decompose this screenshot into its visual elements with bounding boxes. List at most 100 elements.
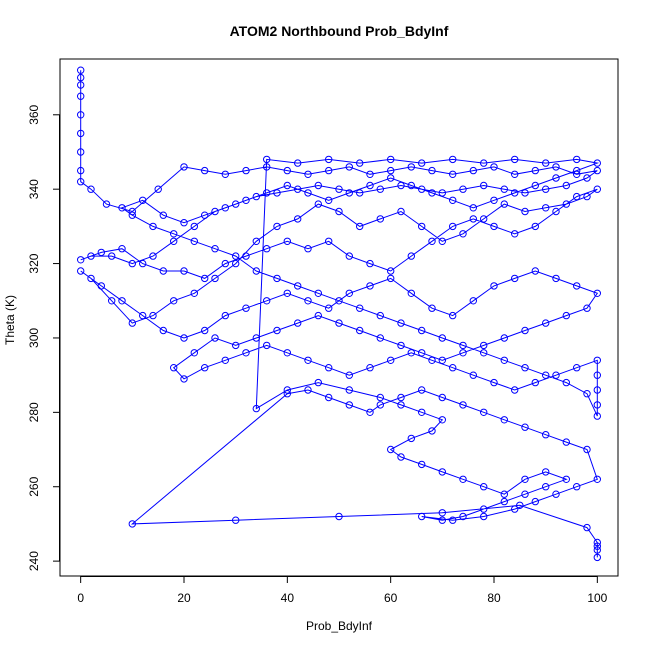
data-point: [552, 490, 560, 498]
data-point: [562, 181, 570, 190]
data-point: [459, 512, 467, 521]
data-point: [366, 282, 374, 290]
data-point: [263, 297, 271, 305]
data-point: [211, 334, 219, 342]
data-point: [521, 207, 529, 216]
data-point: [139, 259, 147, 268]
data-point: [325, 304, 333, 312]
data-point: [201, 326, 209, 335]
data-point: [170, 364, 178, 372]
data-point: [335, 512, 343, 521]
data-point: [511, 386, 519, 394]
data-point: [345, 252, 353, 260]
data-point: [480, 512, 488, 521]
data-point: [263, 341, 271, 350]
data-point: [469, 371, 477, 379]
data-point: [521, 490, 529, 498]
data-point: [325, 364, 333, 372]
data-point: [102, 200, 111, 208]
data-point: [407, 181, 415, 190]
data-point: [531, 267, 539, 275]
data-point: [190, 349, 199, 357]
data-point: [449, 516, 457, 524]
data-point: [428, 166, 436, 175]
data-point: [180, 267, 188, 275]
data-point: [583, 523, 591, 532]
data-point: [128, 259, 137, 268]
data-point: [170, 237, 178, 246]
data-point: [407, 289, 415, 297]
data-point: [438, 237, 446, 246]
data-point: [573, 192, 581, 201]
data-point: [366, 364, 374, 372]
data-point: [304, 297, 312, 305]
data-point: [180, 334, 188, 342]
data-point: [232, 259, 240, 268]
data-point: [252, 237, 260, 246]
x-axis: 0 20 40 60 80 100: [77, 576, 608, 605]
data-point: [221, 356, 230, 364]
data-point: [77, 267, 85, 275]
data-point: [356, 304, 364, 312]
data-point: [201, 211, 209, 219]
x-tick-label: 40: [281, 591, 295, 605]
data-point: [232, 200, 240, 208]
data-point: [542, 371, 550, 379]
data-point: [407, 163, 415, 171]
y-tick-label: 320: [27, 253, 41, 273]
data-point: [397, 207, 405, 216]
data-point: [221, 170, 230, 179]
data-point: [531, 378, 539, 387]
data-point: [139, 196, 147, 205]
data-point: [531, 497, 539, 506]
data-point: [97, 282, 106, 290]
data-point: [562, 378, 570, 387]
data-point: [345, 401, 353, 409]
data-point: [593, 289, 601, 297]
data-point: [511, 230, 519, 238]
data-point: [283, 349, 291, 357]
data-point: [418, 185, 426, 193]
data-point: [314, 181, 322, 190]
data-point: [418, 349, 426, 357]
data-point: [387, 166, 395, 175]
data-point: [583, 304, 591, 312]
data-point: [593, 553, 601, 562]
data-point: [500, 497, 508, 506]
data-point: [294, 159, 302, 167]
data-point: [294, 215, 302, 223]
data-point: [345, 371, 353, 379]
y-axis-label: Theta (K): [3, 295, 17, 345]
data-point: [593, 166, 601, 175]
data-point: [366, 259, 374, 268]
data-point: [583, 390, 591, 398]
data-point: [273, 326, 281, 335]
data-point: [593, 401, 601, 409]
data-point: [335, 207, 343, 216]
data-point: [149, 222, 157, 231]
data-point: [469, 166, 477, 175]
data-point: [345, 163, 353, 171]
data-point: [77, 66, 85, 74]
data-point: [490, 378, 498, 387]
data-point: [573, 170, 581, 179]
data-point: [314, 289, 322, 297]
data-point: [449, 311, 457, 320]
data-point: [356, 159, 364, 167]
data-point: [118, 204, 126, 212]
data-point: [407, 434, 415, 443]
data-point: [77, 178, 85, 186]
data-point: [480, 505, 488, 513]
data-point: [118, 245, 126, 253]
data-point: [201, 364, 209, 372]
data-point: [438, 516, 446, 524]
data-point: [387, 155, 395, 164]
data-point: [542, 431, 550, 439]
data-point: [438, 356, 446, 364]
data-point: [449, 170, 457, 179]
data-point: [480, 181, 488, 190]
data-point: [283, 237, 291, 246]
data-point: [531, 181, 539, 190]
data-point: [387, 356, 395, 364]
data-point: [418, 222, 426, 231]
